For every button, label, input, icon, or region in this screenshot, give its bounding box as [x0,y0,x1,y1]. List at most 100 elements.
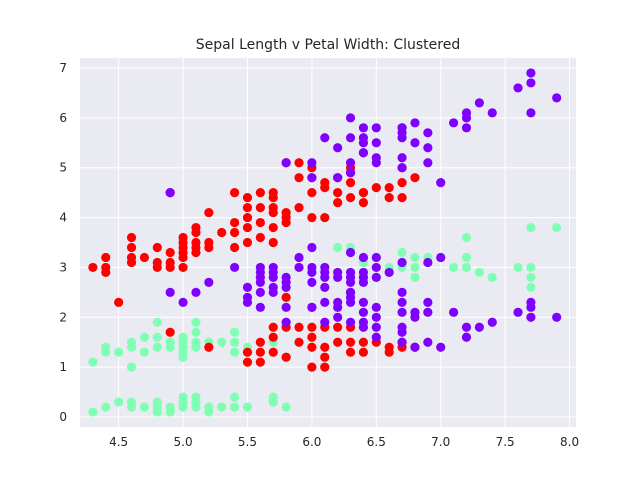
data-point [255,302,265,312]
data-point [191,327,201,337]
data-point [345,178,356,188]
data-point [294,262,304,273]
data-point [345,133,356,143]
data-point [217,337,227,347]
data-point [333,337,343,347]
data-point [345,317,356,327]
data-point [294,158,304,168]
data-point [397,247,407,258]
data-point [474,267,484,278]
data-point [229,402,240,412]
data-point [229,242,240,253]
data-point [526,312,536,322]
data-point [345,168,356,178]
data-point [242,193,253,203]
data-point [410,342,420,352]
data-point [320,212,330,223]
data-point [358,123,369,133]
x-tick-label: 7.5 [496,435,515,449]
data-point [229,227,240,238]
data-point [461,108,472,118]
data-point [101,252,111,263]
data-point [320,317,330,327]
data-point [294,173,304,183]
data-point [242,402,253,412]
data-point [397,163,407,173]
data-point [487,317,497,327]
data-point [320,133,330,143]
data-point [281,207,291,218]
data-point [126,397,137,407]
x-tick-label: 8.0 [560,435,579,449]
data-point [333,173,343,183]
data-point [217,402,227,412]
data-point [139,402,150,412]
data-point [371,262,381,273]
data-point [423,337,433,347]
data-point [307,322,317,332]
x-tick-label: 4.5 [109,435,128,449]
data-point [345,158,356,168]
data-point [255,337,265,347]
data-point [178,297,188,307]
data-point [397,257,407,268]
data-point [449,118,459,128]
data-point [268,237,278,248]
y-tick-label: 1 [59,360,67,374]
data-point [384,193,394,203]
data-point [436,178,446,188]
data-point [255,347,265,357]
data-point [255,217,265,228]
data-point [255,262,265,273]
data-point [281,217,291,228]
data-point [461,232,472,243]
data-point [126,252,137,263]
data-point [268,202,278,213]
data-point [139,252,150,263]
data-point [307,262,317,273]
data-point [204,342,214,352]
data-point [397,153,407,163]
data-point [281,158,291,168]
data-point [294,252,304,263]
data-point [191,287,201,297]
data-point [345,193,356,203]
data-point [152,242,162,253]
data-point [423,297,433,307]
data-point [242,237,253,248]
data-point [461,322,472,332]
data-point [152,397,162,407]
data-point [384,267,394,278]
data-point [526,262,536,273]
y-tick-label: 6 [59,111,67,125]
data-point [281,302,291,312]
data-point [358,198,369,208]
data-point [345,113,356,123]
data-point [320,282,330,292]
data-point [229,337,240,347]
data-point [307,332,317,342]
data-point [423,128,433,138]
data-point [178,332,188,342]
data-point [358,188,369,198]
data-point [526,108,536,118]
data-point [333,143,343,153]
x-tick-label: 5.5 [238,435,257,449]
data-point [152,342,162,352]
data-point [371,183,381,193]
data-point [242,222,253,233]
data-point [345,337,356,347]
data-point [358,267,369,278]
data-point [126,362,137,372]
data-point [410,252,420,263]
data-point [410,173,420,183]
data-point [371,272,381,283]
data-point [294,322,304,332]
data-point [345,287,356,297]
data-point [242,357,253,367]
data-point [204,277,214,287]
data-point [294,202,304,213]
data-point [255,357,265,367]
data-point [449,307,459,317]
data-point [461,252,472,263]
